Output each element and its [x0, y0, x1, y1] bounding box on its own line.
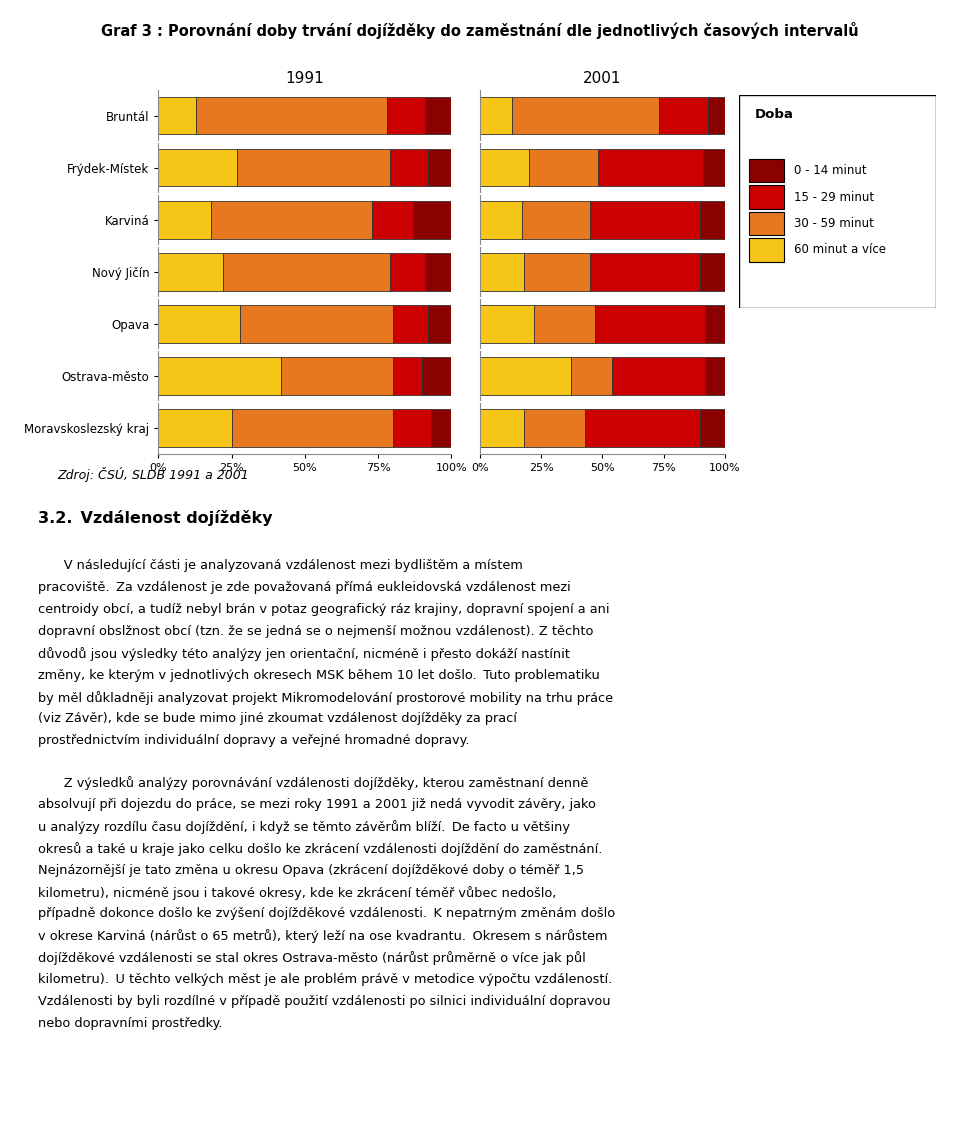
Text: změny, ke kterým v jednotlivých okresech MSK během 10 let došlo. Tuto problemati: změny, ke kterým v jednotlivých okresech…: [38, 668, 600, 682]
Bar: [706, 305, 725, 343]
Bar: [586, 409, 700, 447]
Bar: [425, 96, 451, 135]
Bar: [372, 201, 413, 239]
Bar: [480, 149, 529, 186]
Bar: [521, 201, 590, 239]
Bar: [749, 212, 784, 235]
Bar: [413, 201, 451, 239]
Bar: [158, 253, 223, 290]
Text: nebo dopravními prostředky.: nebo dopravními prostředky.: [38, 1017, 223, 1030]
Bar: [480, 201, 521, 239]
Text: u analýzy rozdílu času dojíždění, i když se těmto závěrům blíží. De facto u větš: u analýzy rozdílu času dojíždění, i když…: [38, 819, 570, 834]
Text: 30 - 59 minut: 30 - 59 minut: [794, 217, 875, 230]
Text: absolvují při dojezdu do práce, se mezi roky 1991 a 2001 již nedá vyvodit závěry: absolvují při dojezdu do práce, se mezi …: [38, 798, 596, 812]
Text: V následující části je analyzovaná vzdálenost mezi bydlištěm a místem: V následující části je analyzovaná vzdál…: [38, 559, 523, 573]
Bar: [480, 96, 512, 135]
Text: 0 - 14 minut: 0 - 14 minut: [794, 164, 867, 177]
Bar: [512, 96, 659, 135]
Bar: [703, 149, 725, 186]
Bar: [421, 358, 451, 395]
Bar: [595, 305, 706, 343]
Bar: [393, 409, 431, 447]
Text: kilometru), nicméně jsou i takové okresy, kde ke zkrácení téměř vůbec nedošlo,: kilometru), nicméně jsou i takové okresy…: [38, 886, 557, 899]
Bar: [431, 409, 451, 447]
Title: 2001: 2001: [583, 71, 622, 85]
FancyBboxPatch shape: [739, 95, 936, 308]
Bar: [749, 238, 784, 261]
Bar: [529, 149, 597, 186]
Text: 15 - 29 minut: 15 - 29 minut: [794, 191, 875, 204]
Bar: [240, 305, 393, 343]
Bar: [237, 149, 390, 186]
Bar: [390, 253, 425, 290]
Bar: [480, 358, 570, 395]
Bar: [524, 253, 590, 290]
Bar: [612, 358, 706, 395]
Bar: [597, 149, 703, 186]
Text: Doba: Doba: [755, 108, 794, 121]
Text: okresů a také u kraje jako celku došlo ke zkrácení vzdálenosti dojíždění do zamě: okresů a také u kraje jako celku došlo k…: [38, 842, 603, 855]
Bar: [158, 149, 237, 186]
Text: Vzdálenosti by byli rozdílné v případě použití vzdálenosti po silnici individuál: Vzdálenosti by byli rozdílné v případě p…: [38, 995, 611, 1008]
Bar: [524, 409, 586, 447]
Bar: [706, 358, 725, 395]
Bar: [281, 358, 393, 395]
Text: Graf 3 : Porovnání doby trvání dojížděky do zaměstnání dle jednotlivých časových: Graf 3 : Porovnání doby trvání dojížděky…: [101, 22, 859, 39]
Text: (viz Závěr), kde se bude mimo jiné zkoumat vzdálenost dojížděky za prací: (viz Závěr), kde se bude mimo jiné zkoum…: [38, 713, 517, 725]
Text: by měl důkladněji analyzovat projekt Mikromodelování prostorové mobility na trhu: by měl důkladněji analyzovat projekt Mik…: [38, 691, 613, 704]
Bar: [700, 409, 725, 447]
Bar: [590, 201, 700, 239]
Text: pracoviště. Za vzdálenost je zde považovaná přímá eukleidovská vzdálenost mezi: pracoviště. Za vzdálenost je zde považov…: [38, 581, 571, 594]
Bar: [158, 358, 281, 395]
Bar: [158, 305, 240, 343]
Text: dojížděkové vzdálenosti se stal okres Ostrava-město (nárůst průměrně o více jak : dojížděkové vzdálenosti se stal okres Os…: [38, 951, 587, 965]
Bar: [158, 409, 231, 447]
Bar: [480, 253, 524, 290]
Text: v okrese Karviná (nárůst o 65 metrů), který leží na ose kvadrantu. Okresem s nár: v okrese Karviná (nárůst o 65 metrů), kt…: [38, 929, 608, 943]
Bar: [211, 201, 372, 239]
Bar: [428, 149, 451, 186]
Text: 60 minut a více: 60 minut a více: [794, 243, 886, 257]
Text: důvodů jsou výsledky této analýzy jen orientační, nicméně i přesto dokáží nastín: důvodů jsou výsledky této analýzy jen or…: [38, 647, 570, 660]
Bar: [708, 96, 725, 135]
Bar: [387, 96, 425, 135]
Text: centroidy obcí, a tudíž nebyl brán v potaz geografický ráz krajiny, dopravní spo: centroidy obcí, a tudíž nebyl brán v pot…: [38, 603, 610, 617]
Bar: [480, 305, 534, 343]
Bar: [223, 253, 390, 290]
Text: 3.2. Vzdálenost dojížděky: 3.2. Vzdálenost dojížděky: [38, 510, 273, 526]
Bar: [158, 96, 197, 135]
Bar: [393, 305, 428, 343]
Text: kilometru). U těchto velkých měst je ale problém právě v metodice výpočtu vzdále: kilometru). U těchto velkých měst je ale…: [38, 973, 612, 986]
Text: Nejnázornější je tato změna u okresu Opava (zkrácení dojížděkové doby o téměř 1,: Nejnázornější je tato změna u okresu Opa…: [38, 863, 585, 877]
Bar: [393, 358, 421, 395]
Bar: [390, 149, 428, 186]
Text: dopravní obslžnost obcí (tzn. že se jedná se o nejmenší možnou vzdálenost). Z tě: dopravní obslžnost obcí (tzn. že se jedn…: [38, 624, 594, 638]
Text: prostřednictvím individuální dopravy a veřejné hromadné dopravy.: prostřednictvím individuální dopravy a v…: [38, 734, 469, 748]
Bar: [700, 201, 725, 239]
Bar: [749, 159, 784, 183]
Bar: [659, 96, 708, 135]
Text: případně dokonce došlo ke zvýšení dojížděkové vzdálenosti. K nepatrným změnám do: případně dokonce došlo ke zvýšení dojížd…: [38, 908, 615, 920]
Bar: [570, 358, 612, 395]
Bar: [425, 253, 451, 290]
Bar: [590, 253, 700, 290]
Bar: [231, 409, 393, 447]
Text: Z výsledků analýzy porovnávání vzdálenosti dojížděky, kterou zaměstnaní denně: Z výsledků analýzy porovnávání vzdálenos…: [38, 776, 588, 790]
Bar: [428, 305, 451, 343]
Title: 1991: 1991: [285, 71, 324, 85]
Bar: [749, 185, 784, 209]
Bar: [480, 409, 524, 447]
Bar: [197, 96, 387, 135]
Bar: [700, 253, 725, 290]
Text: Zdroj: ČSÚ, SLDB 1991 a 2001: Zdroj: ČSÚ, SLDB 1991 a 2001: [58, 467, 250, 482]
Bar: [534, 305, 595, 343]
Bar: [158, 201, 211, 239]
